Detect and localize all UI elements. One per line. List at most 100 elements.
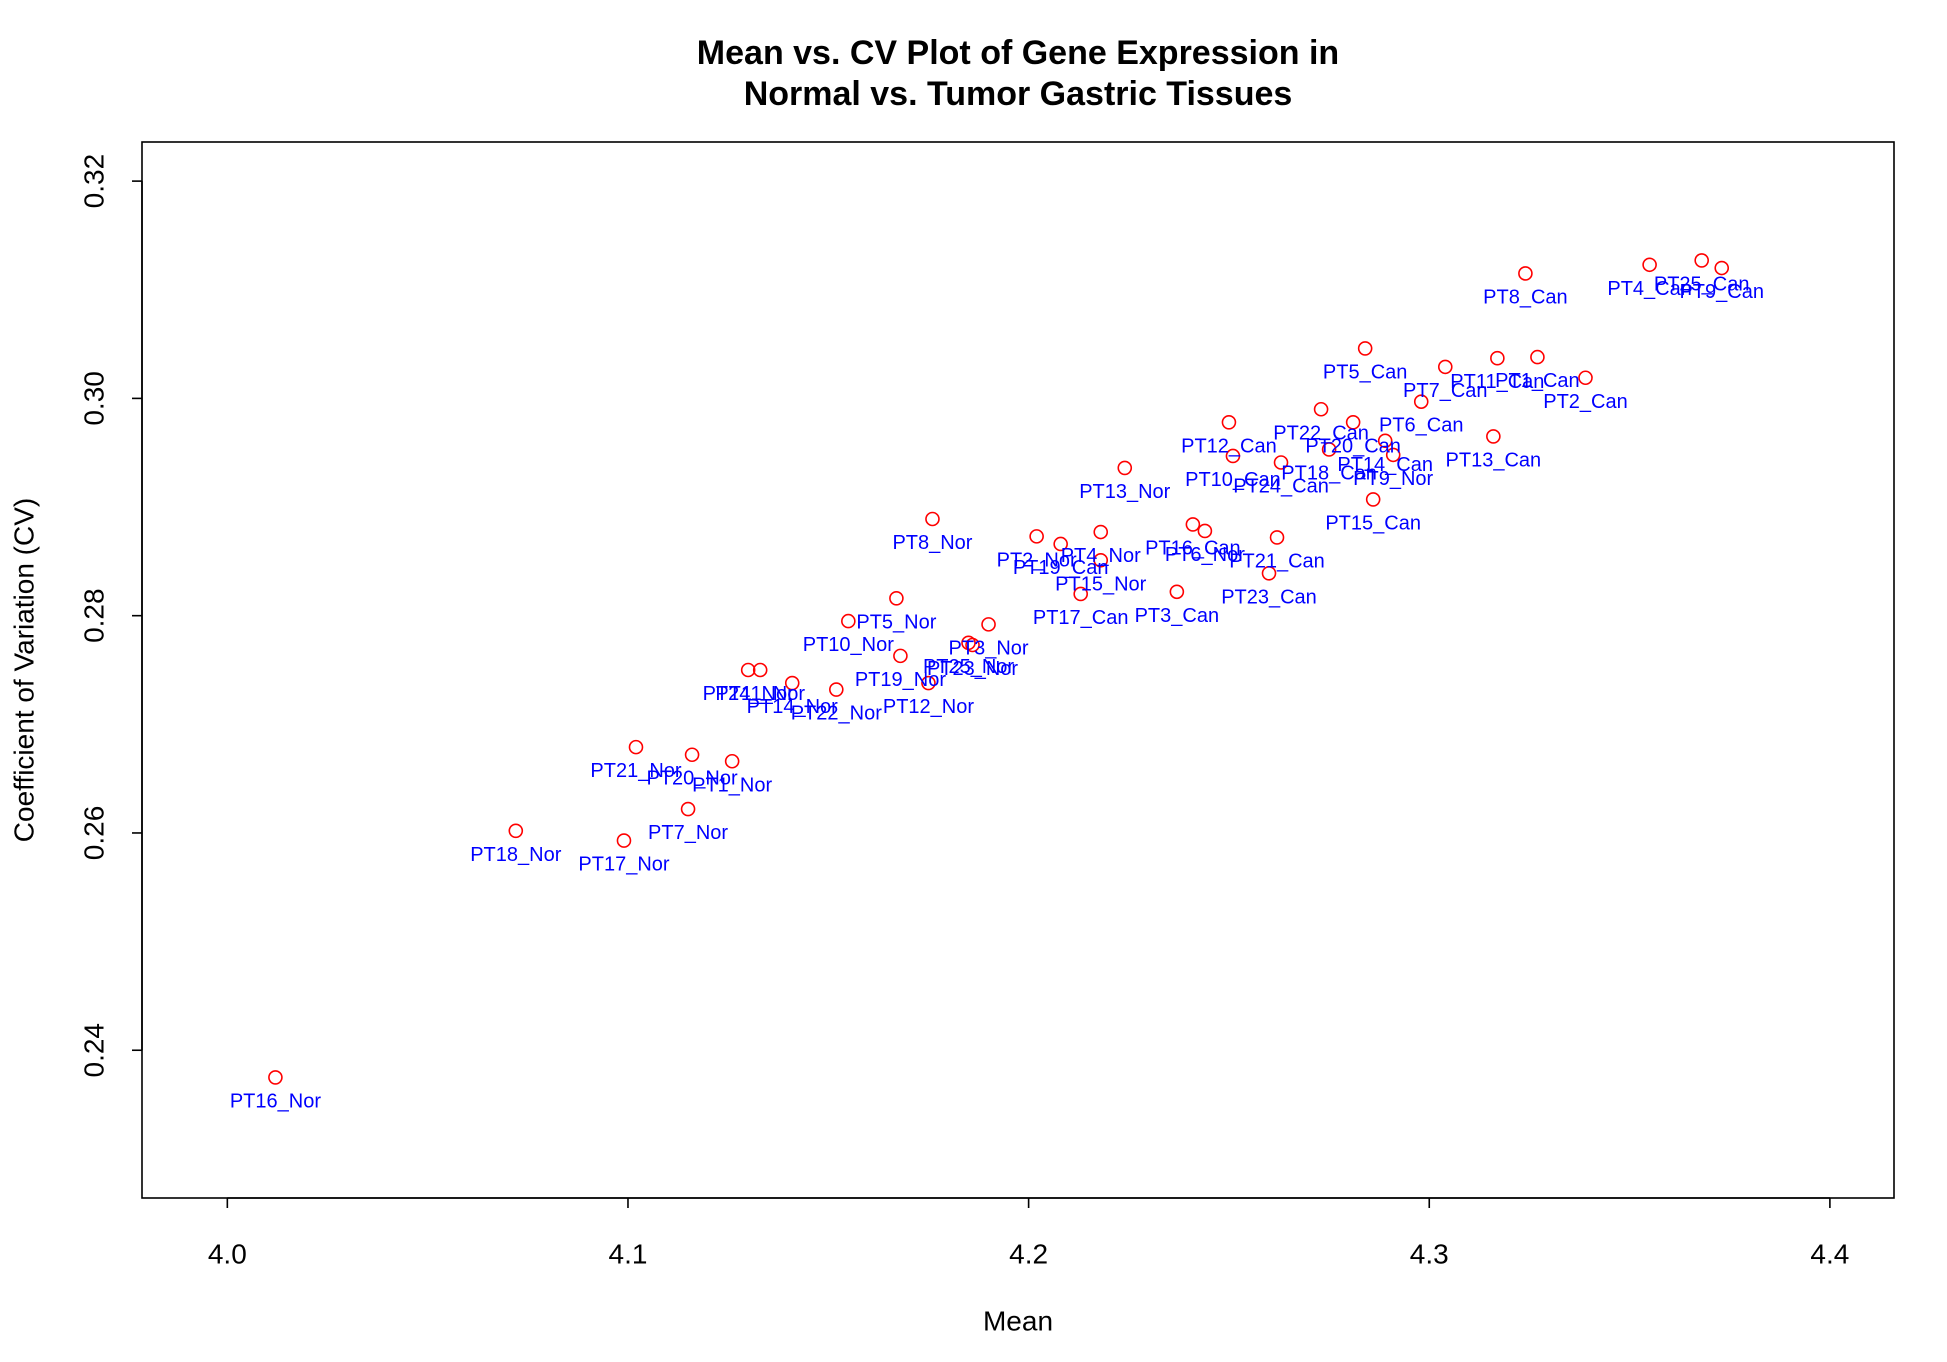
point-label: PT25_Can: [1654, 273, 1750, 295]
data-points-layer: [268, 253, 1730, 1085]
chart-title-line-2: Normal vs. Tumor Gastric Tissues: [744, 75, 1293, 113]
point-label: PT23_Can: [1221, 586, 1317, 608]
data-point: [1578, 370, 1593, 386]
data-point: [1273, 455, 1289, 470]
data-point: [981, 617, 996, 632]
point-label: PT8_Nor: [892, 532, 972, 554]
data-point: [1117, 460, 1133, 476]
point-label: PT15_Nor: [1055, 573, 1146, 595]
point-label: PT20_Nor: [647, 768, 738, 790]
data-point: [1093, 524, 1109, 540]
point-label: PT9_Can: [1679, 281, 1764, 303]
data-point: [1365, 492, 1381, 507]
point-label: PT2_Can: [1543, 391, 1628, 413]
data-point: [829, 682, 844, 697]
x-tick-label: 4.3: [1410, 1239, 1449, 1270]
data-point: [1185, 517, 1201, 532]
x-tick-label: 4.4: [1810, 1239, 1849, 1270]
point-label: PT10_Nor: [803, 634, 894, 656]
x-tick-label: 4.2: [1009, 1239, 1048, 1270]
data-point: [1261, 566, 1277, 581]
data-point: [1029, 529, 1044, 544]
point-label: PT21_Can: [1229, 550, 1325, 572]
data-point: [1530, 349, 1545, 365]
data-point: [921, 675, 936, 691]
point-label: PT4_Can: [1607, 278, 1692, 300]
data-point: [893, 648, 908, 664]
point-label: PT7_Can: [1403, 380, 1488, 402]
data-point: [680, 801, 696, 817]
x-axis-title: Mean: [983, 1306, 1053, 1337]
data-point: [1197, 523, 1213, 539]
data-point: [784, 675, 800, 691]
y-axis: 0.24 0.26 0.28 0.30 0.32: [79, 154, 143, 1078]
point-label: PT25_Nor: [923, 656, 1014, 678]
data-point: [1357, 341, 1373, 356]
data-point: [684, 747, 700, 763]
point-label: PT8_Can: [1483, 286, 1568, 308]
point-label: PT22_Can: [1273, 422, 1369, 444]
y-tick-label: 0.30: [79, 371, 110, 426]
data-point: [1053, 536, 1068, 552]
point-label: PT6_Nor: [1165, 544, 1245, 566]
point-label: PT11_Can: [1450, 371, 1544, 393]
data-point: [616, 833, 632, 848]
point-label: PT1_Nor: [692, 774, 772, 796]
data-point: [961, 635, 976, 651]
point-label: PT3_Nor: [949, 637, 1029, 659]
data-point: [1437, 359, 1453, 375]
point-label: PT13_Nor: [1079, 481, 1170, 503]
data-point: [1221, 414, 1237, 430]
data-point: [1345, 414, 1361, 430]
point-label: PT18_Can: [1281, 462, 1377, 484]
data-point: [1714, 260, 1730, 276]
data-point: [1694, 253, 1709, 268]
point-label: PT12_Nor: [883, 696, 974, 718]
point-label: PT5_Nor: [856, 611, 936, 633]
point-label: PT11_Nor: [715, 683, 805, 705]
data-point: [1313, 401, 1329, 417]
data-point: [1093, 552, 1109, 568]
point-label: PT23_Nor: [927, 658, 1018, 680]
y-tick-label: 0.26: [79, 806, 110, 861]
point-label: PT9_Nor: [1353, 468, 1433, 490]
data-point: [1377, 433, 1393, 449]
y-tick-label: 0.32: [79, 154, 110, 209]
point-label: PT16_Can: [1145, 537, 1241, 559]
data-point: [1518, 266, 1533, 281]
point-label: PT19_Nor: [855, 669, 946, 691]
point-label: PT21_Nor: [590, 760, 681, 782]
point-label: PT10_Can: [1185, 469, 1281, 491]
data-point: [1486, 429, 1501, 444]
data-point: [628, 739, 644, 755]
data-point: [1321, 442, 1337, 457]
point-label: PT3_Can: [1135, 605, 1220, 627]
data-point: [1490, 350, 1505, 366]
data-point: [1269, 530, 1285, 545]
x-axis: 4.0 4.1 4.2 4.3 4.4: [208, 1197, 1849, 1270]
point-labels-layer: PT1_Nor PT2_Nor PT3_Nor PT4_Nor PT5_Nor PT6_N…: [230, 273, 1764, 1112]
data-point: [1385, 447, 1401, 463]
point-label: PT4_Nor: [1061, 545, 1141, 567]
y-tick-label: 0.28: [79, 588, 110, 643]
data-point: [1642, 257, 1657, 273]
point-label: PT14_Can: [1337, 454, 1433, 476]
point-label: PT24_Nor: [703, 683, 794, 705]
point-label: PT20_Can: [1305, 435, 1401, 457]
point-label: PT12_Can: [1181, 435, 1277, 457]
point-label: PT15_Can: [1325, 512, 1421, 534]
point-label: PT2_Nor: [997, 549, 1077, 571]
data-point: [1169, 584, 1185, 600]
point-label: PT22_Nor: [791, 703, 882, 725]
data-point: [1073, 586, 1089, 602]
data-point: [1413, 394, 1429, 409]
y-tick-label: 0.24: [79, 1023, 110, 1078]
point-label: PT16_Nor: [230, 1090, 321, 1112]
data-point: [1225, 448, 1241, 464]
data-point: [752, 662, 768, 678]
data-point: [508, 823, 524, 839]
point-label: PT5_Can: [1323, 361, 1408, 383]
point-label: PT17_Can: [1033, 607, 1129, 629]
